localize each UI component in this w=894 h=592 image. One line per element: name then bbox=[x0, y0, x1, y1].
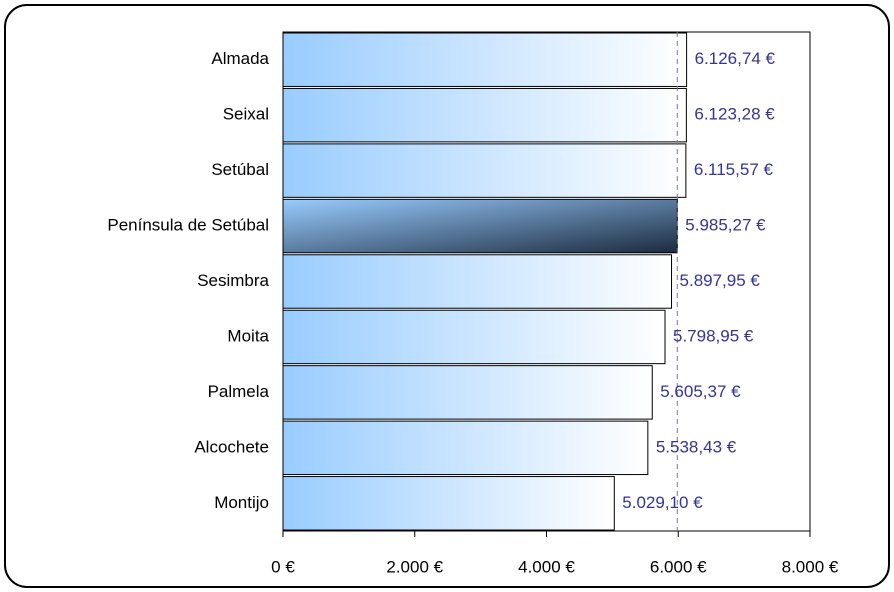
bar bbox=[282, 32, 688, 87]
bar bbox=[282, 420, 649, 476]
data-label: 5.985,27 € bbox=[685, 216, 766, 235]
data-label: 5.897,95 € bbox=[680, 271, 761, 290]
bar bbox=[282, 198, 678, 254]
x-tick-label: 8.000 € bbox=[782, 557, 839, 576]
data-label: 6.123,28 € bbox=[694, 105, 775, 124]
x-tick-label: 6.000 € bbox=[650, 557, 707, 576]
x-tick-label: 2.000 € bbox=[386, 557, 443, 576]
x-tick-label: 4.000 € bbox=[518, 557, 575, 576]
bar bbox=[282, 365, 653, 420]
data-label: 5.605,37 € bbox=[660, 382, 741, 401]
y-tick-label: Sesimbra bbox=[197, 271, 269, 290]
data-label: 5.029,10 € bbox=[622, 493, 703, 512]
data-label: 5.798,95 € bbox=[673, 326, 754, 345]
bar bbox=[282, 143, 687, 198]
y-tick-label: Setúbal bbox=[211, 160, 269, 179]
y-tick-label: Moita bbox=[227, 326, 269, 345]
data-label: 6.115,57 € bbox=[694, 160, 774, 179]
y-tick-label: Seixal bbox=[223, 105, 269, 124]
y-tick-label: Almada bbox=[211, 49, 269, 68]
data-label: 5.538,43 € bbox=[656, 437, 737, 456]
y-tick-label: Alcochete bbox=[194, 437, 269, 456]
bar bbox=[282, 254, 673, 309]
bar bbox=[282, 87, 687, 143]
y-tick-label: Palmela bbox=[208, 382, 270, 401]
bar bbox=[282, 476, 615, 531]
bar bbox=[282, 309, 666, 365]
data-label: 6.126,74 € bbox=[695, 49, 776, 68]
y-tick-label: Península de Setúbal bbox=[107, 216, 269, 235]
y-tick-label: Montijo bbox=[214, 493, 269, 512]
x-tick-label: 0 € bbox=[271, 557, 295, 576]
